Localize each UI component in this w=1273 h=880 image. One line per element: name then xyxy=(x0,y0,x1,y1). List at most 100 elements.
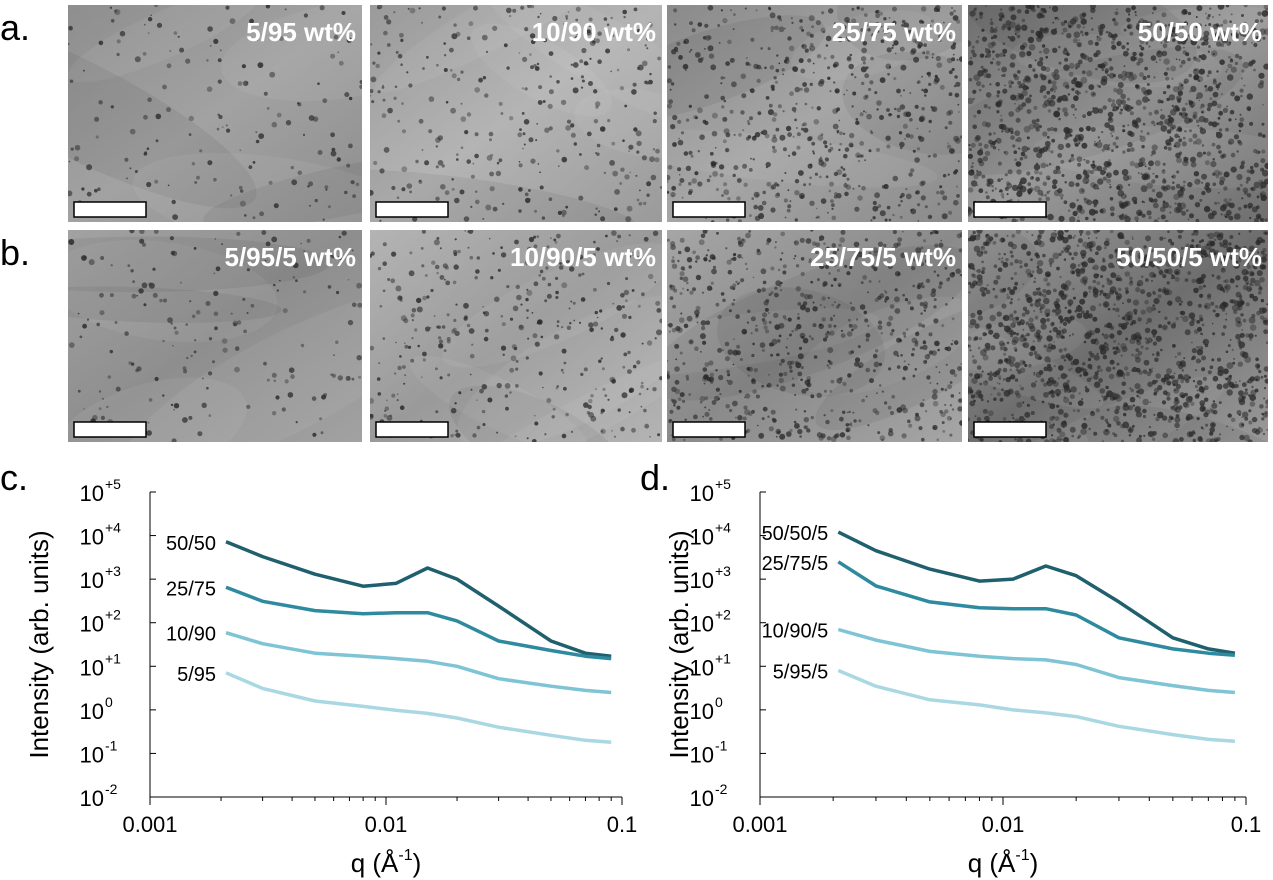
particle xyxy=(1065,84,1070,89)
particle xyxy=(1220,213,1223,216)
particle xyxy=(797,428,803,435)
particle xyxy=(1065,143,1071,148)
particle xyxy=(1059,431,1066,438)
particle xyxy=(1067,93,1071,96)
particle xyxy=(1162,432,1168,439)
particle xyxy=(1136,85,1139,88)
particle xyxy=(860,28,864,32)
particle xyxy=(1116,362,1120,366)
particle xyxy=(795,264,800,268)
particle xyxy=(776,54,779,57)
particle xyxy=(1145,235,1151,242)
particle xyxy=(829,361,833,365)
particle xyxy=(295,421,298,424)
particle xyxy=(792,377,794,380)
particle xyxy=(989,28,995,34)
particle xyxy=(1063,200,1068,205)
particle xyxy=(1168,114,1171,118)
particle xyxy=(833,81,836,84)
particle xyxy=(972,124,977,130)
particle xyxy=(723,128,730,135)
particle xyxy=(803,417,809,423)
particle xyxy=(482,305,484,308)
particle xyxy=(845,428,850,433)
particle xyxy=(1174,276,1180,282)
particle xyxy=(935,366,938,368)
particle xyxy=(1014,33,1017,35)
particle xyxy=(561,209,567,216)
particle xyxy=(1162,201,1169,209)
particle xyxy=(1020,151,1026,157)
particle xyxy=(709,254,716,260)
particle xyxy=(265,5,271,9)
particle xyxy=(810,230,814,232)
particle xyxy=(1001,195,1005,199)
particle xyxy=(644,423,650,429)
particle xyxy=(1136,394,1140,398)
particle xyxy=(1082,70,1086,74)
particle xyxy=(679,351,683,355)
particle xyxy=(410,358,415,363)
particle xyxy=(816,278,820,282)
particle xyxy=(1251,256,1258,263)
particle xyxy=(1074,234,1076,237)
particle xyxy=(1125,201,1129,205)
particle xyxy=(1163,237,1166,240)
particle xyxy=(771,338,778,345)
particle xyxy=(1119,111,1123,115)
particle xyxy=(823,56,827,60)
particle xyxy=(1239,347,1242,350)
particle xyxy=(1120,263,1124,267)
particle xyxy=(777,339,781,343)
particle xyxy=(1242,40,1247,46)
particle xyxy=(903,111,909,117)
particle xyxy=(524,27,529,32)
particle xyxy=(580,86,584,89)
particle xyxy=(271,236,278,243)
particle xyxy=(1027,147,1030,151)
particle xyxy=(1136,340,1142,346)
particle xyxy=(1151,12,1154,15)
particle xyxy=(1104,418,1109,423)
particle xyxy=(747,135,752,139)
particle xyxy=(576,33,579,36)
particle xyxy=(920,246,924,250)
particle xyxy=(1014,378,1019,382)
particle xyxy=(578,273,582,277)
particle xyxy=(923,239,927,243)
particle xyxy=(999,342,1006,349)
particle xyxy=(707,45,714,52)
particle xyxy=(170,403,174,407)
particle xyxy=(968,208,973,215)
particle xyxy=(1024,363,1028,368)
particle xyxy=(101,397,105,400)
particle xyxy=(766,382,772,388)
particle xyxy=(741,238,745,242)
particle xyxy=(1082,114,1086,118)
particle xyxy=(754,131,761,138)
particle xyxy=(691,178,697,184)
particle xyxy=(1227,380,1232,385)
particle xyxy=(570,123,575,128)
particle xyxy=(1006,293,1009,296)
particle xyxy=(620,426,625,432)
particle xyxy=(1211,100,1218,107)
particle xyxy=(628,315,632,320)
particle xyxy=(812,306,818,312)
particle xyxy=(900,252,906,259)
particle xyxy=(667,65,672,69)
particle xyxy=(1006,341,1010,345)
particle xyxy=(918,116,925,123)
particle xyxy=(1043,391,1049,398)
particle xyxy=(1263,366,1268,372)
particle xyxy=(386,415,393,421)
particle xyxy=(1163,58,1170,65)
particle xyxy=(1026,251,1032,256)
particle xyxy=(1029,363,1031,366)
particle xyxy=(1146,292,1152,298)
particle xyxy=(667,103,672,109)
particle xyxy=(1002,52,1005,55)
particle xyxy=(522,56,528,63)
particle xyxy=(998,123,1004,130)
particle xyxy=(1092,107,1095,110)
